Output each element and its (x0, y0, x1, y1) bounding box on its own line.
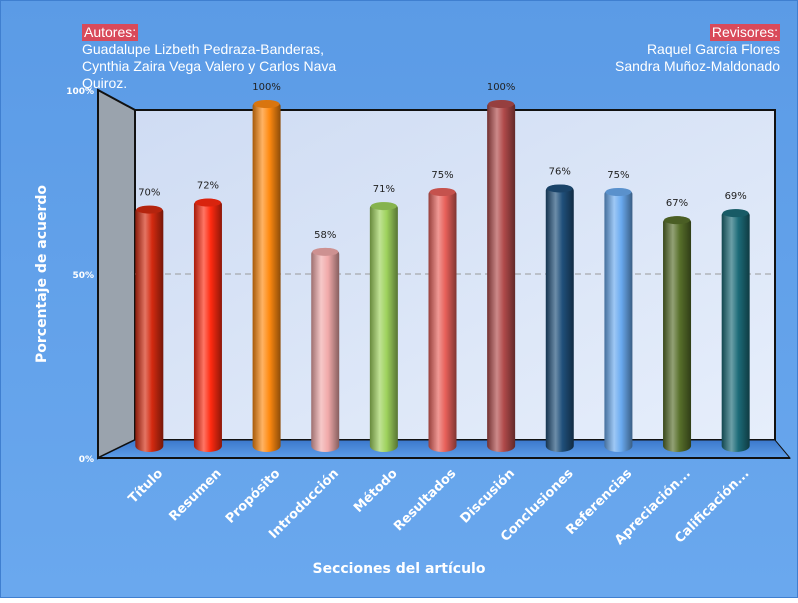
bar (487, 100, 516, 452)
bar (311, 247, 340, 452)
y-tick-label: 50% (72, 271, 94, 281)
data-label: 58% (314, 230, 336, 241)
y-axis-title-text: Porcentaje de acuerdo (34, 185, 50, 363)
bar-cap (664, 216, 691, 225)
reviewer-line: Raquel García Flores (646, 41, 780, 57)
x-axis-title: Secciones del artículo (312, 561, 486, 577)
bar-cap (546, 184, 573, 193)
y-tick-label: 100% (66, 87, 94, 97)
bar (369, 202, 398, 452)
authors-title: Autores: (82, 24, 139, 41)
y-tick-label: 0% (79, 455, 94, 465)
bar-cap (194, 198, 221, 207)
authors-block: Autores: Guadalupe Lizbeth Pedraza-Bande… (82, 24, 382, 92)
bar (428, 188, 457, 452)
author-line: Cynthia Zaira Vega Valero y Carlos Nava (82, 58, 337, 74)
bar-cap (429, 188, 456, 196)
data-label: 70% (138, 188, 160, 199)
bar (193, 198, 222, 452)
data-label: 75% (431, 170, 453, 181)
reviewer-line: Sandra Muñoz-Maldonado (615, 58, 780, 74)
bar-cap (722, 209, 749, 218)
reviewers-title: Revisores: (709, 24, 780, 41)
bars-group: 70%Título72%Resumen100%Propósito58%Intro… (126, 82, 753, 548)
data-label: 71% (373, 184, 395, 195)
data-label: 76% (549, 166, 571, 177)
bar-cap (370, 202, 397, 211)
data-label: 67% (666, 198, 688, 209)
bar (545, 184, 574, 453)
bar (604, 188, 633, 452)
data-label: 100% (252, 82, 281, 93)
side-wall (97, 88, 136, 460)
author-line: Guadalupe Lizbeth Pedraza-Banderas, (82, 41, 325, 57)
bar-cap (253, 100, 280, 108)
bar (252, 100, 281, 452)
bar (663, 216, 692, 452)
bar-cap (312, 247, 339, 256)
data-label: 100% (487, 82, 516, 93)
bar-cap (605, 188, 632, 196)
bar (135, 205, 164, 452)
author-line: Quiroz. (82, 75, 128, 91)
bar-cap (136, 205, 163, 214)
data-label: 69% (725, 191, 747, 202)
data-label: 72% (197, 181, 219, 192)
bar-cap (488, 100, 515, 108)
data-label: 75% (607, 170, 629, 181)
bar (721, 209, 750, 452)
reviewers-block: Revisores: Raquel García Flores Sandra M… (520, 24, 780, 75)
